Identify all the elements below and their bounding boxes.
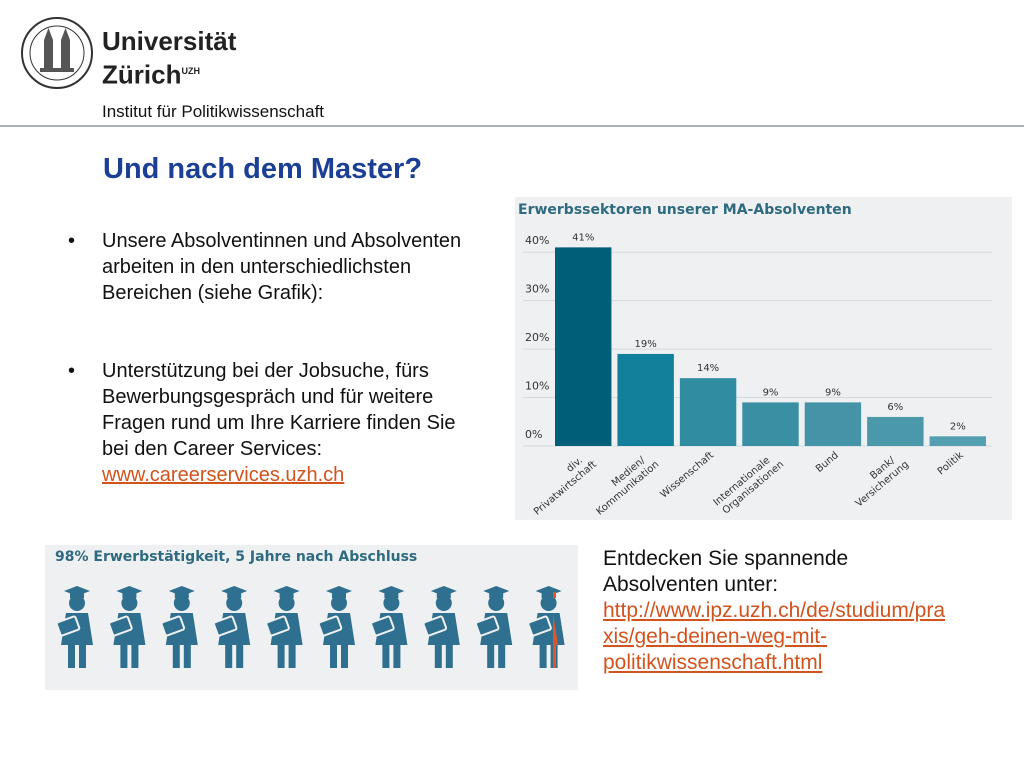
data-label: 2% (950, 421, 966, 432)
graduate-icon (264, 585, 304, 669)
side-line: Entdecken Sie spannende (603, 547, 849, 570)
slide-title: Und nach dem Master? (103, 153, 423, 185)
bar (742, 402, 799, 446)
graduate-icon (212, 585, 252, 669)
chart: Erwerbssektoren unserer MA-Absolventen 0… (518, 202, 992, 518)
bullet-line: Bewerbungsgespräch und für weitere (102, 386, 434, 408)
bar (867, 416, 924, 446)
x-tick-label: Politik (936, 450, 966, 478)
x-tick-label: InternationaleOrganisationen (712, 450, 787, 518)
bar (555, 247, 612, 446)
logo-seal (21, 17, 93, 89)
bullet-list: • Unsere Absolventinnen und Absolventen ar… (68, 228, 461, 488)
data-label: 6% (887, 402, 903, 413)
x-tick-label: Bund (814, 450, 841, 475)
university-name: Zürich (102, 59, 182, 90)
y-tick-label: 10% (525, 380, 549, 393)
graduate-icon (317, 585, 356, 669)
graduate-icon (107, 585, 147, 669)
y-tick-label: 40% (525, 234, 549, 247)
bullet-item: • Unterstützung bei der Jobsuche, fürs Bew… (68, 358, 461, 488)
graduate-icon (369, 585, 409, 669)
x-tick-label-line: Wissenschaft (659, 450, 717, 501)
bullet-line: Bereichen (siehe Grafik): (102, 282, 324, 304)
bar (617, 353, 674, 446)
remaining-share (553, 592, 558, 668)
y-tick-label: 20% (525, 331, 549, 344)
bullet-dot: • (68, 360, 76, 382)
x-tick-label: Wissenschaft (659, 450, 717, 501)
bar (679, 378, 737, 446)
chart-title: Erwerbssektoren unserer MA-Absolventen (518, 202, 852, 218)
university-mark: UZH (181, 66, 200, 76)
bar (804, 402, 862, 446)
bullet-line: Unterstützung bei der Jobsuche, fürs (102, 360, 429, 382)
data-label: 9% (825, 387, 841, 398)
x-tick-label: Bank/Versicherung (846, 450, 911, 510)
institute: Institut für Politikwissenschaft (102, 102, 325, 121)
x-tick-label-line: Bund (814, 450, 841, 475)
graduate-figures (55, 585, 566, 669)
link[interactable]: www.careerservices.uzh.ch (102, 464, 345, 486)
bar (929, 436, 986, 446)
header-rule (0, 125, 1024, 127)
bullet-line: arbeiten in den unterschiedlichsten (102, 256, 412, 278)
x-tick-label: div.Privatwirtschaft (524, 450, 599, 518)
data-label: 9% (763, 387, 779, 398)
x-tick-label: Medien/Kommunikation (587, 450, 662, 518)
bullet-line: bei den Career Services: (102, 438, 323, 460)
bullet-item: • Unsere Absolventinnen und Absolventen ar… (68, 228, 461, 306)
graduate-icon (474, 585, 514, 669)
data-label: 14% (697, 363, 719, 374)
graduate-icon (422, 585, 461, 669)
y-tick-label: 30% (525, 283, 549, 296)
data-label: 41% (572, 232, 594, 243)
side-line: Absolventen unter: (603, 573, 779, 596)
university-name: Universität (102, 26, 237, 56)
bullet-dot: • (68, 230, 76, 252)
bullet-line: Unsere Absolventinnen und Absolventen (102, 230, 462, 252)
side-text: Entdecken Sie spannende Absolventen unter… (603, 546, 945, 676)
y-tick-label: 0% (525, 428, 542, 441)
graduate-icon (55, 585, 94, 669)
link[interactable]: politikwissenschaft.html (603, 651, 823, 674)
infographic-title: 98% Erwerbstätigkeit, 5 Jahre nach Absch… (55, 549, 418, 565)
x-tick-label-line: Politik (936, 450, 966, 478)
graduate-icon (160, 585, 199, 669)
link[interactable]: http://www.ipz.uzh.ch/de/studium/pra (603, 599, 945, 622)
graduate-icon (526, 585, 566, 669)
bullet-line: Fragen rund um Ihre Karriere finden Sie (102, 412, 456, 434)
link[interactable]: xis/geh-deinen-weg-mit- (603, 625, 828, 648)
data-label: 19% (635, 339, 657, 350)
